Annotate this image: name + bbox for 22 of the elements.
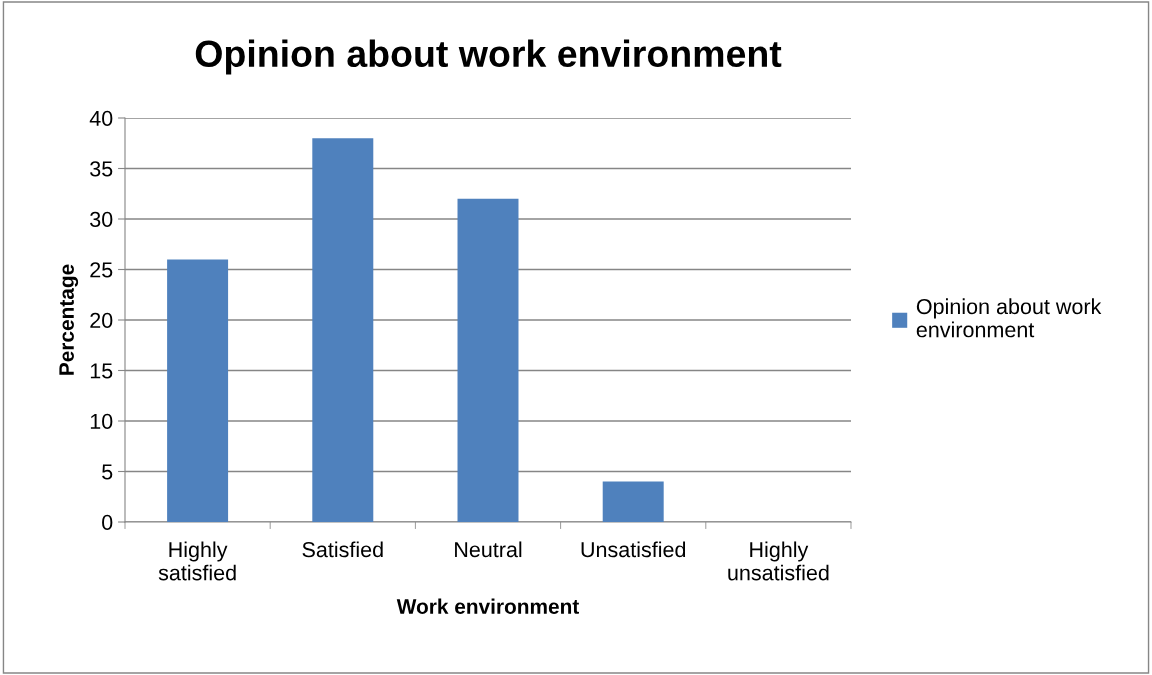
y-tick-label: 30	[90, 211, 113, 228]
y-tick-label: 20	[90, 312, 113, 329]
y-tick-label: 25	[90, 262, 113, 278]
bar	[312, 138, 374, 522]
chart-title: Opinion about work environment	[195, 39, 782, 75]
y-tick-label: 40	[89, 110, 113, 127]
y-tick-label: 35	[90, 161, 113, 177]
x-tick-label: Neutral	[455, 541, 522, 558]
x-tick-label: Highly satisfied	[158, 541, 236, 581]
x-tick-label: Highly unsatisfied	[728, 541, 829, 581]
y-tick-label: 15	[90, 363, 113, 379]
y-tick-label: 10	[90, 413, 113, 430]
y-axis-title: Percentage	[59, 264, 79, 375]
bar	[457, 198, 519, 522]
y-tick-label: 5	[102, 464, 113, 480]
x-axis-title: Work environment	[396, 598, 580, 614]
y-tick-label: 0	[102, 514, 113, 531]
bar	[167, 259, 229, 522]
bar	[602, 481, 664, 522]
legend-label: Opinion about work environment	[916, 298, 1102, 338]
x-tick-label: Satisfied	[302, 541, 383, 558]
x-tick-label: Unsatisfied	[581, 541, 686, 558]
